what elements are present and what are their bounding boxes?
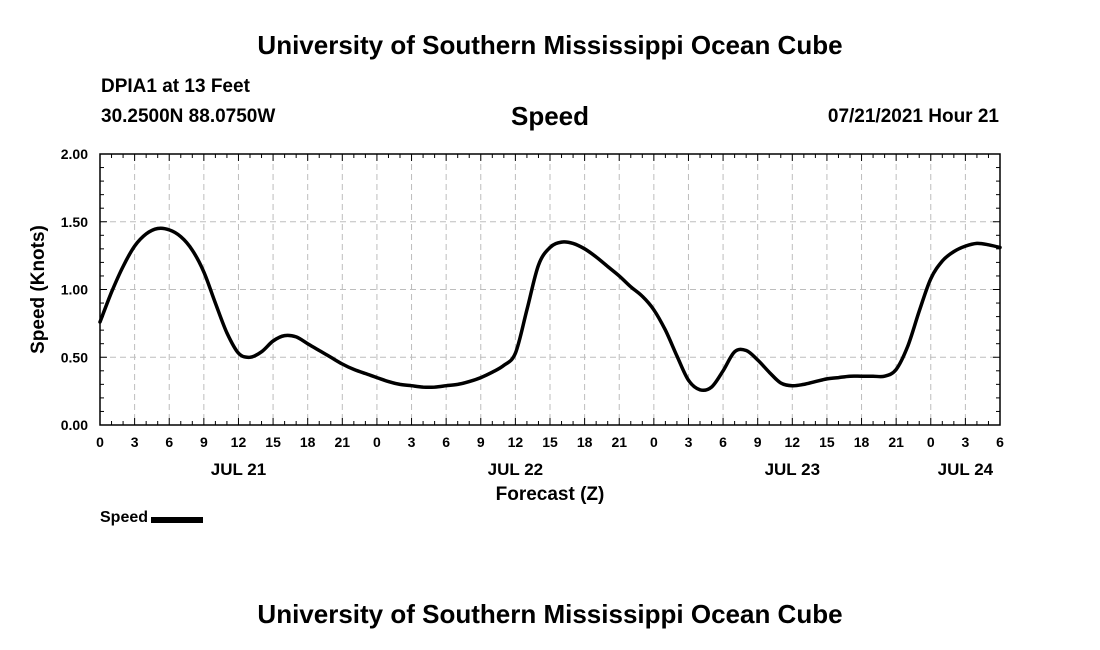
y-tick-label: 2.00 — [61, 146, 88, 162]
series-line-speed — [98, 226, 1002, 393]
parameter-title: Speed — [510, 101, 590, 131]
x-tick-label: 0 — [927, 434, 935, 450]
x-tick-label: 3 — [961, 434, 969, 450]
y-tick-label: 1.50 — [61, 214, 88, 230]
station-label: DPIA1 at 13 Feet — [101, 76, 250, 97]
x-tick-label: 21 — [888, 434, 904, 450]
legend: Speed — [100, 509, 204, 527]
x-tick-label: 6 — [996, 434, 1004, 450]
date-label: JUL 24 — [938, 460, 994, 479]
date-label: JUL 22 — [488, 460, 543, 479]
x-tick-label: 18 — [577, 434, 593, 450]
x-tick-label: 9 — [200, 434, 208, 450]
y-tick-label: 0.50 — [61, 349, 88, 365]
x-tick-label: 0 — [373, 434, 381, 450]
footer-title: University of Southern Mississippi Ocean… — [257, 599, 843, 629]
x-tick-label: 21 — [611, 434, 627, 450]
x-tick-label: 3 — [685, 434, 693, 450]
x-tick-label: 12 — [508, 434, 524, 450]
page-title: University of Southern Mississippi Ocean… — [257, 30, 843, 60]
x-tick-label: 6 — [165, 434, 173, 450]
x-tick-label: 3 — [131, 434, 139, 450]
x-tick-label: 18 — [300, 434, 316, 450]
x-tick-label: 15 — [819, 434, 835, 450]
y-tick-label: 0.00 — [61, 417, 88, 433]
x-tick-label: 15 — [542, 434, 558, 450]
date-label: JUL 23 — [765, 460, 820, 479]
date-label: JUL 21 — [211, 460, 266, 479]
x-tick-label: 6 — [442, 434, 450, 450]
y-tick-label: 1.00 — [61, 282, 88, 298]
x-tick-label: 0 — [96, 434, 104, 450]
plot-frame — [99, 153, 1001, 426]
x-tick-label: 15 — [265, 434, 281, 450]
x-tick-label: 21 — [335, 434, 351, 450]
x-tick-label: 3 — [408, 434, 416, 450]
x-tick-label: 0 — [650, 434, 658, 450]
legend-label-speed: Speed — [100, 509, 149, 526]
forecast-datetime: 07/21/2021 Hour 21 — [827, 106, 999, 127]
legend-swatch-speed — [151, 517, 204, 523]
x-tick-label: 12 — [785, 434, 801, 450]
x-tick-label: 9 — [754, 434, 762, 450]
y-axis-title: Speed (Knots) — [28, 225, 49, 354]
x-tick-label: 6 — [719, 434, 727, 450]
x-tick-label: 9 — [477, 434, 485, 450]
coordinates-label: 30.2500N 88.0750W — [101, 106, 276, 127]
x-axis-title: Forecast (Z) — [496, 484, 605, 505]
x-tick-label: 18 — [854, 434, 870, 450]
x-tick-label: 12 — [231, 434, 247, 450]
